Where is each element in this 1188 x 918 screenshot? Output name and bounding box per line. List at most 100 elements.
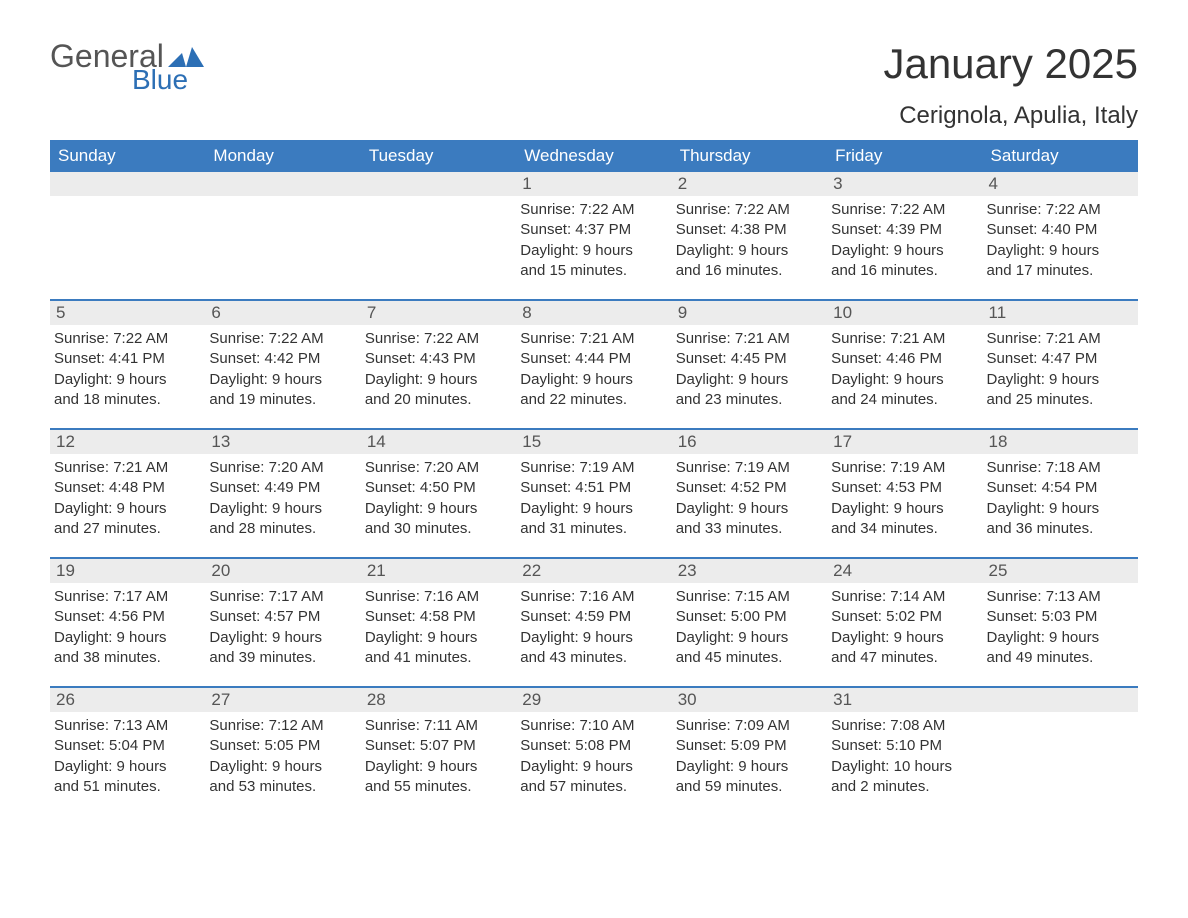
- day-content: Sunrise: 7:17 AMSunset: 4:57 PMDaylight:…: [205, 583, 360, 672]
- day-header-thursday: Thursday: [672, 140, 827, 172]
- daylight-text-2: and 59 minutes.: [676, 777, 823, 797]
- day-number: 12: [50, 430, 205, 454]
- day-content: Sunrise: 7:08 AMSunset: 5:10 PMDaylight:…: [827, 712, 982, 801]
- day-number: 29: [516, 688, 671, 712]
- day-number: [50, 172, 205, 196]
- daylight-text-2: and 28 minutes.: [209, 519, 356, 539]
- daylight-text-2: and 16 minutes.: [831, 261, 978, 281]
- daylight-text-2: and 16 minutes.: [676, 261, 823, 281]
- daylight-text-1: Daylight: 9 hours: [987, 370, 1134, 390]
- daylight-text-1: Daylight: 9 hours: [520, 757, 667, 777]
- week-row: 19Sunrise: 7:17 AMSunset: 4:56 PMDayligh…: [50, 557, 1138, 672]
- day-number: 8: [516, 301, 671, 325]
- daylight-text-1: Daylight: 9 hours: [831, 241, 978, 261]
- sunset-text: Sunset: 5:04 PM: [54, 736, 201, 756]
- day-number: 16: [672, 430, 827, 454]
- daylight-text-2: and 27 minutes.: [54, 519, 201, 539]
- sunrise-text: Sunrise: 7:08 AM: [831, 716, 978, 736]
- daylight-text-1: Daylight: 9 hours: [209, 499, 356, 519]
- sunrise-text: Sunrise: 7:21 AM: [54, 458, 201, 478]
- daylight-text-2: and 23 minutes.: [676, 390, 823, 410]
- day-cell: 23Sunrise: 7:15 AMSunset: 5:00 PMDayligh…: [672, 559, 827, 672]
- daylight-text-2: and 51 minutes.: [54, 777, 201, 797]
- daylight-text-1: Daylight: 9 hours: [54, 370, 201, 390]
- header: General Blue January 2025 Cerignola, Apu…: [50, 40, 1138, 130]
- sunset-text: Sunset: 4:38 PM: [676, 220, 823, 240]
- day-cell: 9Sunrise: 7:21 AMSunset: 4:45 PMDaylight…: [672, 301, 827, 414]
- day-number: 18: [983, 430, 1138, 454]
- day-number: 22: [516, 559, 671, 583]
- daylight-text-1: Daylight: 9 hours: [676, 499, 823, 519]
- day-cell: 28Sunrise: 7:11 AMSunset: 5:07 PMDayligh…: [361, 688, 516, 801]
- daylight-text-2: and 18 minutes.: [54, 390, 201, 410]
- daylight-text-1: Daylight: 9 hours: [676, 628, 823, 648]
- daylight-text-2: and 47 minutes.: [831, 648, 978, 668]
- sunset-text: Sunset: 4:56 PM: [54, 607, 201, 627]
- sunrise-text: Sunrise: 7:13 AM: [987, 587, 1134, 607]
- sunrise-text: Sunrise: 7:22 AM: [831, 200, 978, 220]
- day-cell: 29Sunrise: 7:10 AMSunset: 5:08 PMDayligh…: [516, 688, 671, 801]
- sunrise-text: Sunrise: 7:19 AM: [831, 458, 978, 478]
- calendar: Sunday Monday Tuesday Wednesday Thursday…: [50, 140, 1138, 801]
- sunrise-text: Sunrise: 7:22 AM: [676, 200, 823, 220]
- title-block: January 2025 Cerignola, Apulia, Italy: [883, 40, 1138, 130]
- day-number: 27: [205, 688, 360, 712]
- daylight-text-1: Daylight: 9 hours: [54, 628, 201, 648]
- sunset-text: Sunset: 5:10 PM: [831, 736, 978, 756]
- day-number: 2: [672, 172, 827, 196]
- sunset-text: Sunset: 4:37 PM: [520, 220, 667, 240]
- day-cell: 10Sunrise: 7:21 AMSunset: 4:46 PMDayligh…: [827, 301, 982, 414]
- flag-icon: [168, 45, 204, 67]
- daylight-text-1: Daylight: 10 hours: [831, 757, 978, 777]
- daylight-text-2: and 19 minutes.: [209, 390, 356, 410]
- day-cell: 26Sunrise: 7:13 AMSunset: 5:04 PMDayligh…: [50, 688, 205, 801]
- daylight-text-2: and 31 minutes.: [520, 519, 667, 539]
- day-cell: [50, 172, 205, 285]
- week-row: 12Sunrise: 7:21 AMSunset: 4:48 PMDayligh…: [50, 428, 1138, 543]
- day-number: 9: [672, 301, 827, 325]
- day-number: 15: [516, 430, 671, 454]
- daylight-text-2: and 57 minutes.: [520, 777, 667, 797]
- day-cell: 4Sunrise: 7:22 AMSunset: 4:40 PMDaylight…: [983, 172, 1138, 285]
- daylight-text-2: and 33 minutes.: [676, 519, 823, 539]
- daylight-text-1: Daylight: 9 hours: [209, 628, 356, 648]
- day-content: Sunrise: 7:17 AMSunset: 4:56 PMDaylight:…: [50, 583, 205, 672]
- day-content: Sunrise: 7:19 AMSunset: 4:51 PMDaylight:…: [516, 454, 671, 543]
- day-number: [983, 688, 1138, 712]
- sunset-text: Sunset: 4:53 PM: [831, 478, 978, 498]
- day-cell: 27Sunrise: 7:12 AMSunset: 5:05 PMDayligh…: [205, 688, 360, 801]
- sunset-text: Sunset: 4:47 PM: [987, 349, 1134, 369]
- day-header-monday: Monday: [205, 140, 360, 172]
- day-cell: 25Sunrise: 7:13 AMSunset: 5:03 PMDayligh…: [983, 559, 1138, 672]
- day-number: 3: [827, 172, 982, 196]
- sunrise-text: Sunrise: 7:20 AM: [209, 458, 356, 478]
- sunrise-text: Sunrise: 7:16 AM: [365, 587, 512, 607]
- day-cell: 21Sunrise: 7:16 AMSunset: 4:58 PMDayligh…: [361, 559, 516, 672]
- day-content: Sunrise: 7:18 AMSunset: 4:54 PMDaylight:…: [983, 454, 1138, 543]
- sunrise-text: Sunrise: 7:21 AM: [987, 329, 1134, 349]
- day-cell: 30Sunrise: 7:09 AMSunset: 5:09 PMDayligh…: [672, 688, 827, 801]
- day-number: [361, 172, 516, 196]
- sunrise-text: Sunrise: 7:21 AM: [520, 329, 667, 349]
- daylight-text-1: Daylight: 9 hours: [676, 370, 823, 390]
- sunrise-text: Sunrise: 7:22 AM: [520, 200, 667, 220]
- day-content: Sunrise: 7:20 AMSunset: 4:50 PMDaylight:…: [361, 454, 516, 543]
- day-number: 11: [983, 301, 1138, 325]
- day-cell: 19Sunrise: 7:17 AMSunset: 4:56 PMDayligh…: [50, 559, 205, 672]
- day-cell: 24Sunrise: 7:14 AMSunset: 5:02 PMDayligh…: [827, 559, 982, 672]
- day-number: 1: [516, 172, 671, 196]
- day-number: 21: [361, 559, 516, 583]
- daylight-text-1: Daylight: 9 hours: [365, 499, 512, 519]
- sunset-text: Sunset: 5:05 PM: [209, 736, 356, 756]
- day-cell: 14Sunrise: 7:20 AMSunset: 4:50 PMDayligh…: [361, 430, 516, 543]
- day-content: Sunrise: 7:20 AMSunset: 4:49 PMDaylight:…: [205, 454, 360, 543]
- day-cell: 15Sunrise: 7:19 AMSunset: 4:51 PMDayligh…: [516, 430, 671, 543]
- day-content: Sunrise: 7:21 AMSunset: 4:47 PMDaylight:…: [983, 325, 1138, 414]
- day-header-friday: Friday: [827, 140, 982, 172]
- sunrise-text: Sunrise: 7:10 AM: [520, 716, 667, 736]
- day-content: Sunrise: 7:16 AMSunset: 4:59 PMDaylight:…: [516, 583, 671, 672]
- day-number: 19: [50, 559, 205, 583]
- daylight-text-1: Daylight: 9 hours: [209, 757, 356, 777]
- daylight-text-2: and 45 minutes.: [676, 648, 823, 668]
- sunset-text: Sunset: 4:59 PM: [520, 607, 667, 627]
